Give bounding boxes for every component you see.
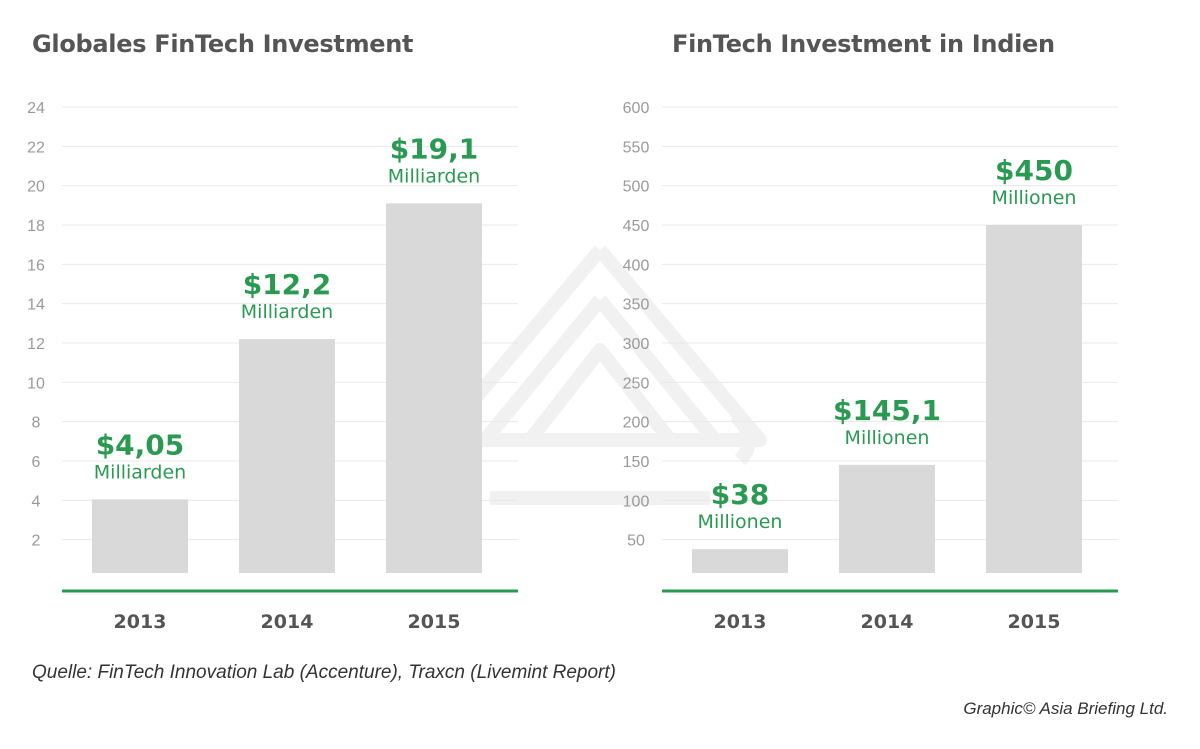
global-y-tick-label: 14 [27, 297, 45, 314]
global-y-tick-label: 20 [27, 179, 45, 196]
global-bar-2013 [92, 499, 188, 573]
india-y-tick-label: 150 [623, 454, 650, 471]
india-y-tick-label: 500 [623, 179, 650, 196]
global-x-tick-label: 2015 [408, 611, 461, 633]
india-unit-label: Millionen [992, 187, 1077, 209]
india-y-tick-label: 600 [623, 100, 650, 117]
global-y-tick-label: 10 [27, 375, 45, 392]
global-x-tick-label: 2013 [114, 611, 167, 633]
india-y-tick-label: 200 [623, 415, 650, 432]
india-bar-2014 [839, 464, 935, 573]
global-y-tick-label: 18 [27, 218, 45, 235]
india-investment-chart: 50 100 150 200 250 300 350 400 450 500 550 600 2013 $… [623, 100, 1118, 633]
source-note: Quelle: FinTech Innovation Lab (Accentur… [32, 662, 616, 683]
india-bar-2015 [986, 225, 1082, 573]
chart-title-global: Globales FinTech Investment [32, 30, 414, 58]
global-bar-2015 [386, 203, 482, 573]
global-y-tick-label: 12 [27, 336, 45, 353]
india-y-tick-label: 550 [623, 139, 650, 156]
india-x-tick-label: 2015 [1008, 611, 1061, 633]
india-y-tick-label: 300 [623, 336, 650, 353]
global-bar-2014 [239, 339, 335, 573]
global-y-tick-label: 8 [32, 415, 41, 432]
india-x-tick-label: 2014 [861, 611, 914, 633]
india-x-tick-label: 2013 [714, 611, 767, 633]
india-y-tick-label: 400 [623, 257, 650, 274]
india-unit-label: Millionen [845, 427, 930, 449]
india-y-tick-label: 100 [623, 493, 650, 510]
india-bar-2013 [692, 549, 788, 573]
india-y-tick-label: 250 [623, 375, 650, 392]
india-y-tick-label: 350 [623, 297, 650, 314]
global-unit-label: Milliarden [241, 301, 333, 323]
global-y-tick-label: 24 [27, 100, 45, 117]
graphic-credit: Graphic© Asia Briefing Ltd. [963, 699, 1168, 718]
india-y-tick-label: 50 [627, 533, 645, 550]
global-y-tick-label: 2 [32, 533, 41, 550]
india-value-label: $450 [995, 154, 1073, 187]
global-x-tick-label: 2014 [261, 611, 314, 633]
india-y-tick-label: 450 [623, 218, 650, 235]
global-value-label: $4,05 [96, 428, 185, 461]
global-y-tick-label: 4 [32, 493, 41, 510]
global-y-tick-label: 16 [27, 257, 45, 274]
global-value-label: $12,2 [243, 268, 332, 301]
global-y-tick-label: 6 [32, 454, 41, 471]
global-investment-chart: 246810121416182022242013$4,05Milliarden2… [27, 100, 518, 633]
global-unit-label: Milliarden [388, 165, 480, 187]
india-unit-label: Millionen [698, 511, 783, 533]
india-value-label: $38 [711, 478, 769, 511]
global-y-tick-label: 22 [27, 139, 45, 156]
global-unit-label: Milliarden [94, 461, 186, 483]
global-value-label: $19,1 [390, 132, 479, 165]
india-value-label: $145,1 [833, 394, 941, 427]
chart-title-india: FinTech Investment in Indien [672, 30, 1055, 58]
